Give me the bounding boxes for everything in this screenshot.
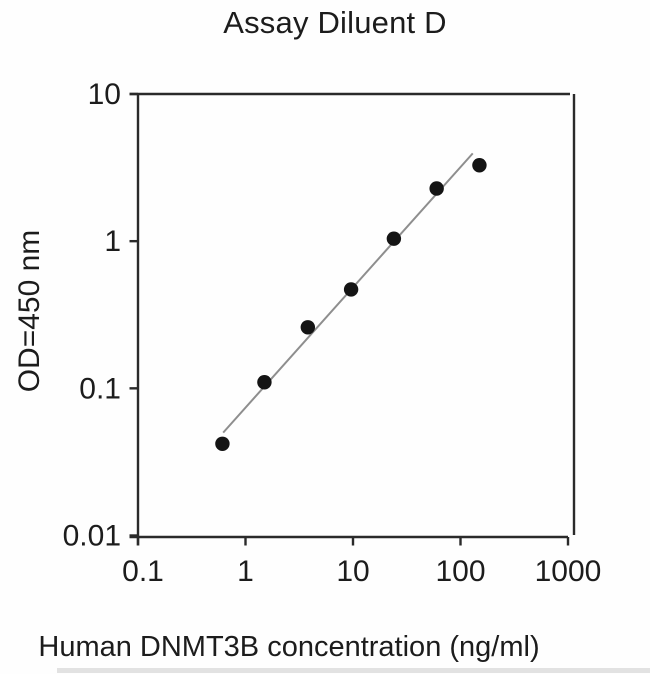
data-point bbox=[215, 436, 230, 451]
data-point bbox=[429, 181, 444, 196]
x-tick-label: 10 bbox=[336, 555, 369, 588]
y-tick-label: 10 bbox=[88, 78, 121, 111]
x-tick-label: 1000 bbox=[535, 555, 602, 588]
data-point bbox=[300, 320, 316, 335]
x-tick-label: 100 bbox=[435, 555, 485, 588]
y-tick-label: 1 bbox=[104, 225, 121, 258]
data-point bbox=[472, 158, 487, 173]
y-tick-label: 0.01 bbox=[63, 520, 121, 553]
x-axis-label: Human DNMT3B concentration (ng/ml) bbox=[38, 631, 540, 663]
x-tick-label: 1 bbox=[237, 555, 254, 588]
y-tick-label: 0.1 bbox=[79, 372, 121, 405]
chart-title: Assay Diluent D bbox=[223, 5, 447, 40]
data-point bbox=[257, 375, 272, 390]
data-point bbox=[343, 282, 359, 297]
x-tick-label: 0.1 bbox=[122, 555, 164, 588]
cropped-edge-artifact bbox=[57, 668, 650, 673]
data-point bbox=[386, 231, 402, 246]
